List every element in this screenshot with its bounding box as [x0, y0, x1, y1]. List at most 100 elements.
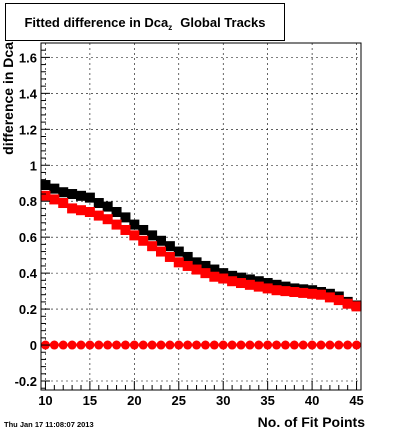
data-point-square [271, 279, 282, 290]
data-point-square [289, 287, 300, 298]
x-tick-label: 30 [216, 393, 230, 408]
data-point-square [262, 283, 273, 294]
data-point-square [156, 235, 166, 246]
data-point-circle [263, 340, 273, 350]
x-axis-label: No. of Fit Points [258, 414, 366, 430]
data-point-circle [316, 340, 326, 350]
data-point-circle [147, 340, 157, 350]
data-point-square [191, 257, 202, 268]
data-point-square [218, 273, 229, 284]
chart-title-subscript: z [168, 22, 173, 32]
data-point-circle [209, 340, 219, 350]
data-point-square [253, 281, 264, 292]
data-point-circle [192, 340, 202, 350]
data-point-square [147, 230, 158, 241]
data-point-circle [85, 340, 95, 350]
data-point-circle [200, 340, 210, 350]
data-point-square [93, 210, 104, 221]
axis-layer: 10 15 20 25 30 35 40 45 -0.2 0 0.2 0.4 0.6 0.8 1 1.2 1.4… [15, 42, 364, 408]
data-point-circle [76, 340, 86, 350]
y-axis-label: difference in Dca [0, 42, 16, 155]
chart-title-main: Fitted difference in Dca [24, 14, 169, 30]
chart-title-suffix: Global Tracks [180, 14, 266, 30]
y-tick-label: 1.4 [19, 86, 38, 101]
y-tick-label: 0.2 [19, 302, 37, 317]
data-point-circle [49, 340, 59, 350]
data-point-square [120, 224, 131, 235]
data-point-square [182, 251, 193, 262]
data-point-square [67, 203, 78, 214]
data-point-circle [236, 340, 246, 350]
data-point-square [280, 286, 291, 297]
data-point-square [271, 285, 282, 296]
data-point-square [93, 198, 104, 209]
data-point-circle [227, 340, 237, 350]
plot-frame [40, 42, 362, 391]
y-tick-label: 1 [30, 158, 37, 173]
data-point-square [58, 198, 69, 209]
data-point-circle [165, 340, 175, 350]
data-point-square [84, 192, 95, 203]
data-point-square [342, 298, 353, 309]
data-point-square [138, 224, 149, 235]
data-point-circle [94, 340, 104, 350]
data-point-circle [245, 340, 255, 350]
data-point-square [209, 264, 220, 275]
y-tick-label: 1.6 [19, 50, 37, 65]
data-point-square [298, 287, 309, 298]
data-point-square [164, 251, 175, 262]
data-point-square [129, 230, 140, 241]
x-tick-label: 45 [349, 393, 363, 408]
data-point-square [244, 274, 255, 285]
data-point-square [147, 241, 158, 252]
data-point-square [58, 187, 69, 198]
data-point-square [138, 235, 149, 246]
data-point-circle [289, 340, 299, 350]
data-point-square [111, 207, 122, 218]
data-point-square [227, 276, 238, 287]
x-tick-label: 40 [305, 393, 319, 408]
y-tick-label: -0.2 [15, 374, 37, 389]
data-point-circle [129, 340, 139, 350]
data-point-square [40, 190, 51, 201]
y-tick-label: 0.4 [19, 266, 38, 281]
data-point-circle [272, 340, 282, 350]
series-1 [40, 190, 362, 312]
data-point-circle [334, 340, 344, 350]
data-point-square [102, 214, 113, 225]
x-tick-label: 10 [38, 393, 52, 408]
data-point-circle [174, 340, 184, 350]
data-point-square [324, 292, 335, 303]
data-point-square [236, 278, 246, 289]
series-2 [40, 340, 362, 350]
data-point-square [76, 190, 86, 201]
y-tick-label: 0.8 [19, 194, 37, 209]
data-point-circle [58, 340, 68, 350]
data-point-circle [343, 340, 353, 350]
data-point-square [102, 201, 113, 212]
x-tick-label: 35 [260, 393, 274, 408]
series-layer [40, 180, 362, 350]
data-point-square [236, 272, 246, 283]
data-point-circle [120, 340, 130, 350]
data-point-square [67, 189, 78, 200]
data-point-square [129, 219, 140, 230]
x-tick-label: 15 [83, 393, 97, 408]
timestamp: Thu Jan 17 11:08:07 2013 [4, 420, 94, 429]
data-point-square [120, 212, 131, 223]
data-point-square [182, 260, 193, 271]
data-point-square [262, 278, 273, 289]
data-point-square [209, 271, 220, 282]
data-point-circle [156, 340, 166, 350]
y-tick-label: 0.6 [19, 230, 37, 245]
data-point-square [111, 219, 122, 230]
data-point-square [307, 288, 318, 299]
data-point-square [200, 260, 211, 271]
data-point-circle [307, 340, 317, 350]
data-point-square [40, 180, 51, 191]
data-point-square [84, 207, 95, 218]
x-tick-label: 25 [172, 393, 186, 408]
x-tick-label: 20 [127, 393, 141, 408]
data-point-circle [183, 340, 193, 350]
